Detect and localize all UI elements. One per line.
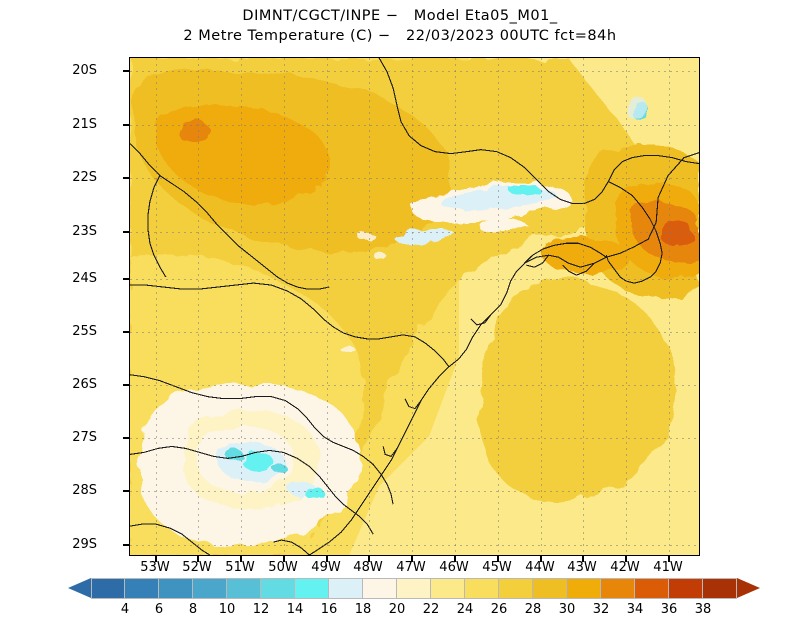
x-tick-label: 48W	[353, 560, 383, 575]
x-tick-label: 49W	[311, 560, 341, 575]
y-tick-label: 24S	[72, 271, 97, 286]
colorbar-segment	[635, 578, 669, 599]
colorbar-tick-label: 26	[490, 602, 508, 617]
colorbar-segment	[601, 578, 635, 599]
colorbar-tick-label: 14	[286, 602, 304, 617]
x-tick-label: 44W	[525, 560, 555, 575]
colorbar-segment	[261, 578, 295, 599]
colorbar-tick-label: 10	[218, 602, 236, 617]
colorbar: 4 6 8 10 12 14 16 18 20 22 24 26 28 30 32 34 36 38	[0, 578, 800, 618]
colorbar-tick-label: 8	[188, 602, 198, 617]
colorbar-segment	[431, 578, 465, 599]
title-line-1: DIMNT/CGCT/INPE − Model Eta05_M01_	[242, 8, 558, 24]
colorbar-segment	[91, 578, 125, 599]
y-tick-label: 27S	[72, 430, 97, 445]
colorbar-max-arrow	[737, 578, 760, 598]
colorbar-segment	[499, 578, 533, 599]
colorbar-min-arrow	[68, 578, 91, 598]
colorbar-segment	[397, 578, 431, 599]
colorbar-segment	[193, 578, 227, 599]
y-tick-label: 26S	[72, 377, 97, 392]
colorbar-tick-label: 20	[388, 602, 406, 617]
x-tick-label: 42W	[610, 560, 640, 575]
colorbar-segment	[533, 578, 567, 599]
colorbar-tick-label: 22	[422, 602, 440, 617]
x-tick-label: 46W	[439, 560, 469, 575]
title-line-2: 2 Metre Temperature (C) − 22/03/2023 00U…	[183, 28, 617, 44]
colorbar-segment	[295, 578, 329, 599]
temperature-field	[130, 58, 699, 555]
x-tick-label: 43W	[567, 560, 597, 575]
y-tick-label: 20S	[72, 63, 97, 78]
colorbar-segment	[329, 578, 363, 599]
colorbar-segment	[669, 578, 703, 599]
colorbar-segment	[227, 578, 261, 599]
colorbar-tick-label: 32	[592, 602, 610, 617]
x-tick-label: 41W	[653, 560, 683, 575]
colorbar-tick-label: 24	[456, 602, 474, 617]
y-tick-label: 23S	[72, 224, 97, 239]
y-tick-label: 29S	[72, 537, 97, 552]
colorbar-segment	[159, 578, 193, 599]
y-tick-label: 25S	[72, 324, 97, 339]
y-tick-label: 21S	[72, 117, 97, 132]
colorbar-tick-label: 36	[660, 602, 678, 617]
colorbar-segment	[567, 578, 601, 599]
colorbar-tick-label: 16	[320, 602, 338, 617]
plot-frame	[129, 57, 700, 556]
colorbar-tick-label: 30	[558, 602, 576, 617]
colorbar-tick-label: 18	[354, 602, 372, 617]
colorbar-tick-label: 4	[120, 602, 130, 617]
map-plot-area	[129, 57, 700, 556]
colorbar-tick-label: 34	[626, 602, 644, 617]
colorbar-tick-label: 6	[154, 602, 164, 617]
x-tick-label: 53W	[140, 560, 170, 575]
y-tick-label: 22S	[72, 170, 97, 185]
x-tick-label: 45W	[482, 560, 512, 575]
colorbar-segment	[465, 578, 499, 599]
colorbar-tick-label: 12	[252, 602, 270, 617]
colorbar-segment	[363, 578, 397, 599]
chart-title: DIMNT/CGCT/INPE − Model Eta05_M01_ 2 Met…	[0, 6, 800, 46]
colorbar-segment	[125, 578, 159, 599]
colorbar-segment	[703, 578, 737, 599]
x-tick-label: 47W	[396, 560, 426, 575]
x-tick-label: 50W	[268, 560, 298, 575]
x-tick-label: 51W	[225, 560, 255, 575]
x-tick-label: 52W	[182, 560, 212, 575]
colorbar-tick-label: 38	[694, 602, 712, 617]
colorbar-segments	[91, 578, 737, 599]
colorbar-tick-label: 28	[524, 602, 542, 617]
y-tick-label: 28S	[72, 483, 97, 498]
